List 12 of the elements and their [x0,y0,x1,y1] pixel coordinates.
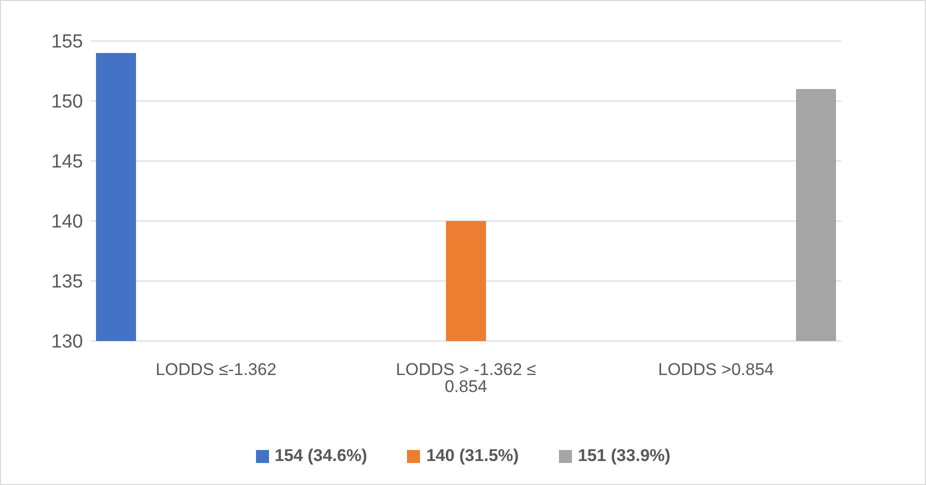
x-tick-label: LODDS > -1.362 ≤ 0.854 [396,360,536,396]
y-tick-label: 135 [51,272,83,293]
legend-label: 151 (33.9%) [578,446,670,466]
x-tick-label: LODDS >0.854 [658,360,774,380]
y-tick-label: 155 [51,32,83,53]
x-tick-label: LODDS ≤-1.362 [156,360,276,380]
y-tick-label: 140 [51,212,83,233]
legend-label: 154 (34.6%) [274,446,368,466]
y-tick-label: 145 [51,152,83,173]
y-tick-label: 130 [51,332,83,353]
y-tick-label: 150 [51,92,83,113]
legend-label: 140 (31.5%) [426,446,519,466]
